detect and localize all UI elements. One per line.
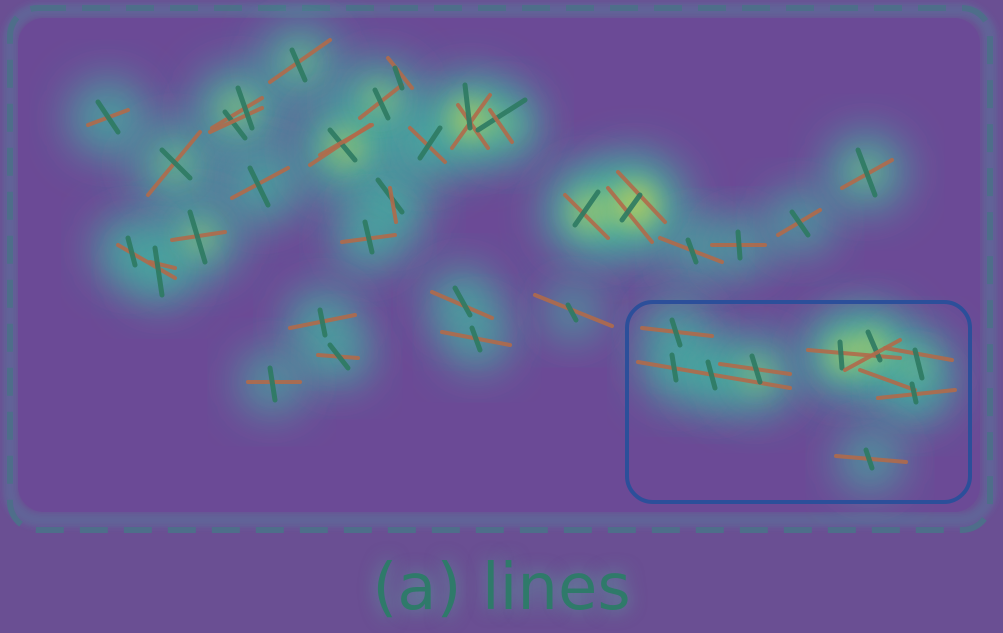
- line-segment: [388, 186, 398, 224]
- line-segment: [152, 245, 165, 298]
- line-segment: [386, 56, 414, 90]
- line-segment: [488, 108, 514, 144]
- line-segment: [417, 125, 443, 161]
- line-segment: [210, 96, 264, 130]
- heat-blob: [665, 218, 725, 278]
- line-segment: [837, 339, 845, 371]
- line-segment: [187, 209, 208, 265]
- line-segment: [865, 329, 883, 363]
- line-segment: [606, 186, 654, 244]
- highlight-region-box: [625, 300, 972, 504]
- line-segment: [362, 219, 375, 255]
- line-segment: [789, 209, 811, 238]
- line-segment: [289, 47, 308, 83]
- line-segment: [116, 243, 177, 280]
- line-segment: [247, 165, 271, 208]
- line-segment: [909, 381, 919, 405]
- line-segment: [327, 127, 358, 163]
- line-segment: [222, 109, 248, 141]
- line-segment: [863, 447, 875, 471]
- line-segment: [469, 325, 483, 353]
- line-segment: [125, 235, 138, 268]
- segment-layer: [86, 38, 957, 471]
- heat-blob: [222, 145, 302, 225]
- figure-caption: (a) lines: [372, 551, 631, 625]
- line-segment: [317, 307, 328, 338]
- line-segment: [235, 85, 255, 131]
- line-segment: [392, 65, 405, 91]
- line-segment: [372, 87, 391, 121]
- line-segment: [685, 237, 699, 265]
- line-segment: [735, 229, 743, 261]
- line-segment: [749, 353, 763, 385]
- line-segment: [268, 38, 332, 84]
- line-segment: [563, 193, 610, 240]
- line-segment: [475, 97, 528, 133]
- line-segment: [95, 99, 121, 135]
- line-segment: [208, 106, 264, 134]
- line-segment: [669, 352, 679, 383]
- line-segment: [462, 82, 473, 131]
- line-segment: [572, 189, 601, 228]
- line-segment: [806, 348, 902, 360]
- line-segment: [318, 123, 374, 157]
- line-segment: [858, 368, 917, 392]
- line-segment: [159, 147, 193, 181]
- line-segment: [565, 302, 579, 323]
- line-segment: [456, 103, 490, 150]
- line-segment: [912, 347, 925, 381]
- line-segment: [619, 192, 643, 223]
- line-segment: [267, 365, 278, 403]
- line-segment: [843, 338, 902, 372]
- outer-dashed-boundary: [7, 5, 993, 533]
- line-segment: [705, 359, 718, 391]
- line-segment: [148, 260, 177, 270]
- line-segment: [855, 147, 878, 198]
- line-segment: [452, 285, 473, 318]
- line-segment: [669, 317, 683, 348]
- line-segment: [327, 342, 351, 371]
